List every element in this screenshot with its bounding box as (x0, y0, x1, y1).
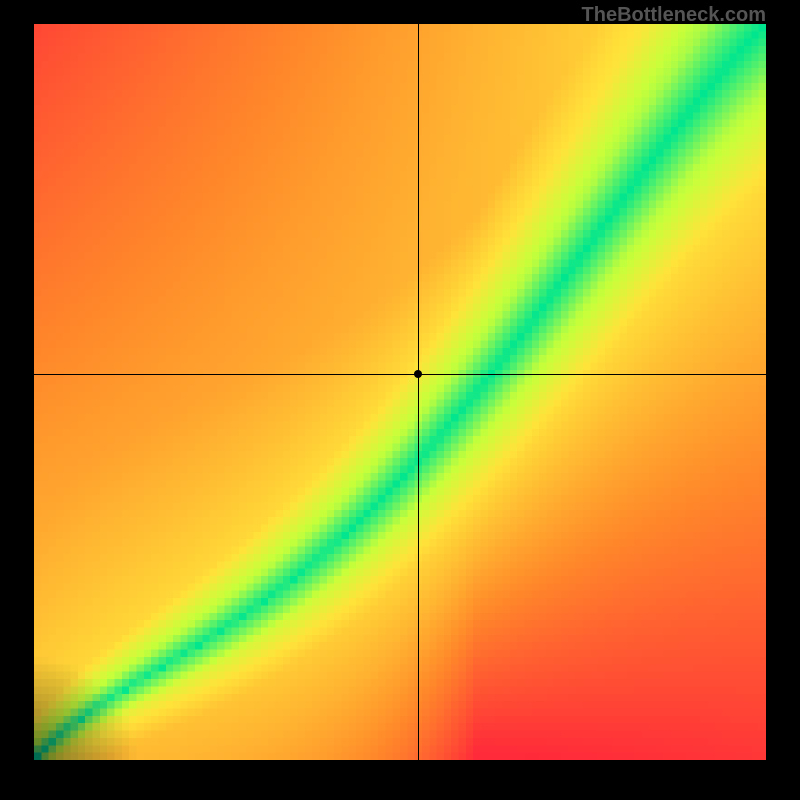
crosshair-horizontal (34, 374, 766, 375)
watermark-text: TheBottleneck.com (582, 4, 766, 27)
heatmap-plot-area (34, 24, 766, 760)
marker-point (414, 370, 422, 378)
crosshair-vertical (418, 24, 419, 760)
heatmap-canvas (34, 24, 766, 760)
